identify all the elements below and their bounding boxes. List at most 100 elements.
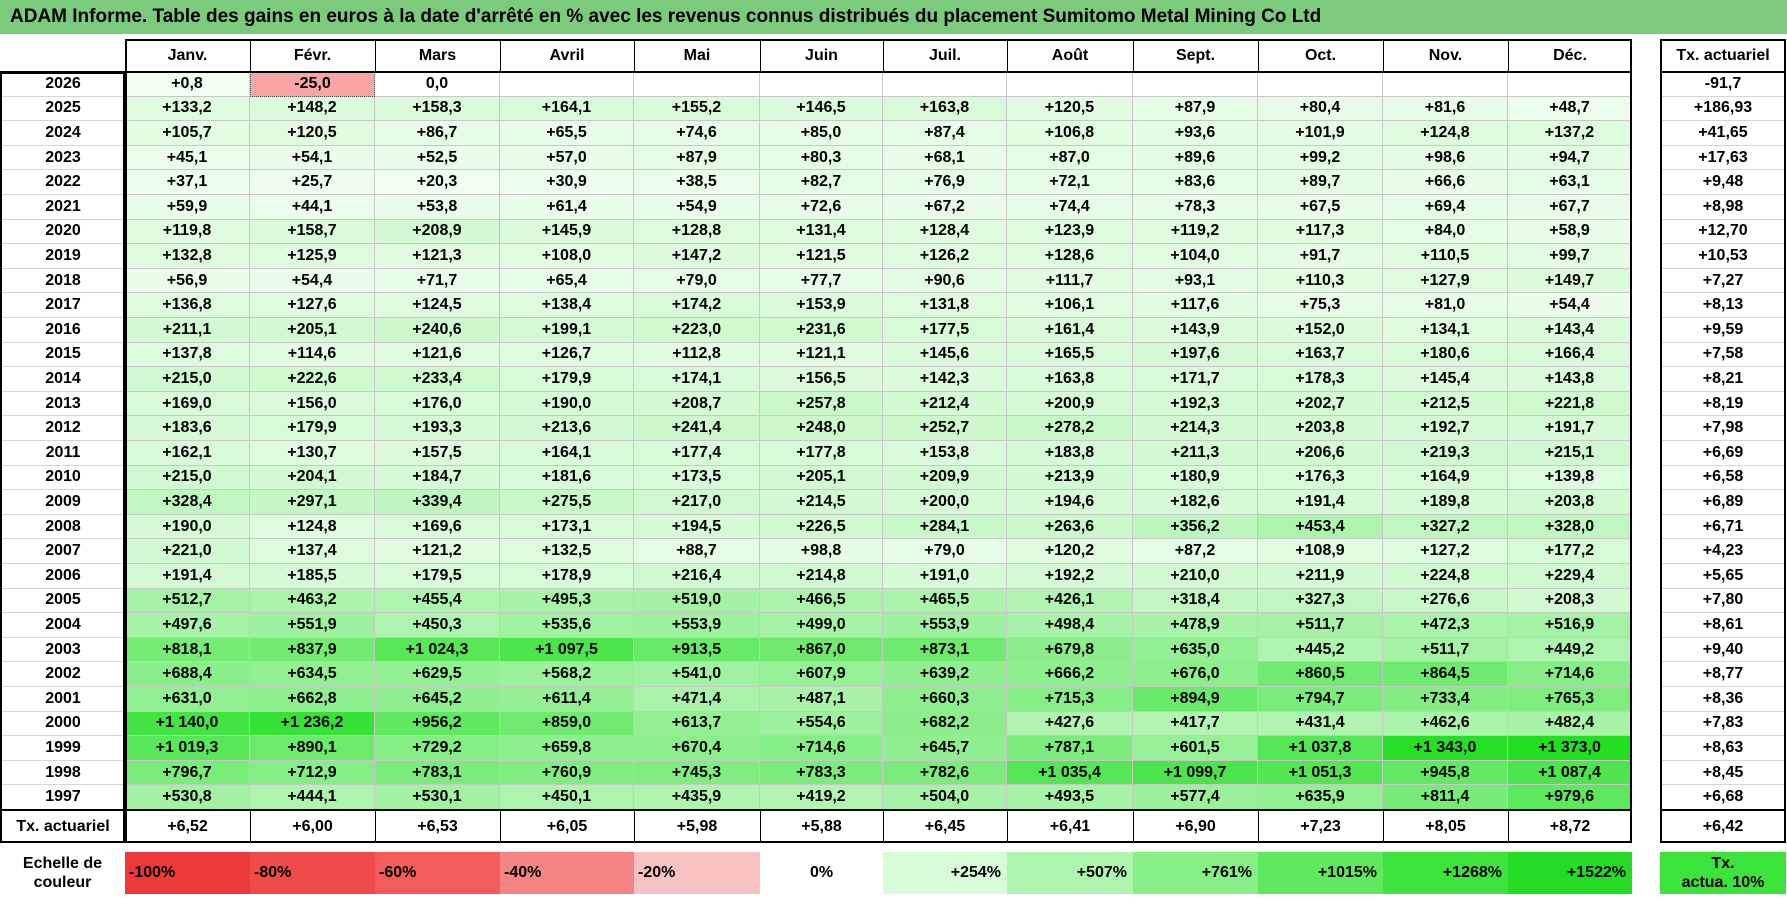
table-cell: +511,7	[1258, 613, 1383, 638]
color-scale-swatch: +507%	[1007, 852, 1133, 894]
table-cell: +104,0	[1133, 244, 1258, 269]
table-cell: +1 051,3	[1258, 760, 1383, 786]
table-cell: +38,5	[634, 170, 760, 195]
table-cell: +108,9	[1258, 539, 1383, 564]
table-cell: +471,4	[634, 687, 760, 712]
table-cell: +166,4	[1508, 342, 1632, 368]
table-cell: +202,7	[1258, 391, 1383, 417]
table-cell: +223,0	[634, 318, 760, 343]
year-label: 2005	[1, 589, 125, 614]
table-cell: +184,7	[375, 465, 500, 491]
year-label: 2006	[1, 564, 125, 589]
table-cell: +61,4	[500, 195, 634, 220]
table-cell: +553,9	[883, 613, 1007, 638]
table-cell	[1007, 72, 1133, 97]
tx-actuariel-cell: +8,45	[1660, 761, 1786, 786]
table-cell: +787,1	[1007, 736, 1133, 761]
month-header: Juil.	[928, 46, 961, 64]
table-cell: +149,7	[1508, 268, 1632, 294]
table-cell: +497,6	[125, 613, 250, 638]
table-cell: +213,6	[500, 416, 634, 441]
table-cell	[1133, 72, 1258, 97]
table-cell: +945,8	[1383, 760, 1508, 786]
table-cell: +356,2	[1133, 514, 1258, 540]
tx-actua-swatch: Tx. actua. 10%	[1660, 852, 1786, 894]
table-cell: +76,9	[883, 170, 1007, 195]
table-cell: +146,5	[760, 96, 883, 122]
table-cell: +110,5	[1383, 244, 1508, 269]
year-label: 2001	[1, 687, 125, 712]
footer-tx-cell: +6,45	[924, 817, 966, 835]
table-cell: +553,9	[634, 613, 760, 638]
table-cell: +179,9	[500, 367, 634, 392]
tx-actuariel-cell: +9,40	[1660, 638, 1786, 663]
table-cell: +417,7	[1133, 711, 1258, 737]
year-label: 2015	[1, 343, 125, 368]
year-label: 1997	[1, 785, 125, 810]
color-scale-swatch: +1522%	[1508, 852, 1632, 894]
table-cell: +75,3	[1258, 293, 1383, 318]
table-cell: +54,1	[250, 145, 375, 171]
table-cell: +215,0	[125, 367, 250, 392]
table-cell: +131,8	[883, 293, 1007, 318]
table-cell: +1 343,0	[1383, 736, 1508, 761]
table-cell: +466,5	[760, 588, 883, 614]
table-cell: +127,2	[1383, 539, 1508, 564]
table-cell: +80,4	[1258, 96, 1383, 122]
table-cell: +68,1	[883, 145, 1007, 171]
table-cell: +85,0	[760, 121, 883, 146]
color-scale-swatch: -60%	[375, 852, 500, 894]
table-cell: 0,0	[375, 72, 500, 97]
table-cell: +180,9	[1133, 465, 1258, 491]
year-label: 2019	[1, 244, 125, 269]
table-cell: +1 373,0	[1508, 736, 1632, 761]
table-cell: +139,8	[1508, 465, 1632, 491]
table-cell: +208,3	[1508, 588, 1632, 614]
table-cell: +87,4	[883, 121, 1007, 146]
table-cell: +164,1	[500, 96, 634, 122]
table-cell: +106,8	[1007, 121, 1133, 146]
table-cell: +193,3	[375, 416, 500, 441]
table-cell: +194,6	[1007, 490, 1133, 515]
table-cell: +179,5	[375, 564, 500, 589]
table-cell: +137,2	[1508, 121, 1632, 146]
color-scale-swatch: -80%	[250, 852, 375, 894]
tx-actuariel-cell: +8,13	[1660, 293, 1786, 318]
table-cell: +192,2	[1007, 564, 1133, 589]
table-cell: +177,2	[1508, 539, 1632, 564]
table-cell: +119,8	[125, 219, 250, 245]
month-header: Avril	[549, 46, 585, 64]
table-cell: +179,9	[250, 416, 375, 441]
color-scale-label-line2: couleur	[33, 874, 92, 891]
table-cell: +796,7	[125, 760, 250, 786]
year-label: 2004	[1, 613, 125, 638]
table-cell: +189,8	[1383, 490, 1508, 515]
table-cell: +601,5	[1133, 736, 1258, 761]
table-cell: +240,6	[375, 318, 500, 343]
table-cell: +89,6	[1133, 145, 1258, 171]
table-cell: +66,6	[1383, 170, 1508, 195]
tx-actuariel-cell: +6,68	[1660, 785, 1786, 810]
tx-actuariel-cell: +6,69	[1660, 441, 1786, 466]
table-cell: +143,9	[1133, 318, 1258, 343]
table-cell: +143,8	[1508, 367, 1632, 392]
table-cell: +318,4	[1133, 588, 1258, 614]
table-cell: +221,0	[125, 539, 250, 564]
table-cell	[634, 72, 760, 97]
table-cell: +25,7	[250, 170, 375, 195]
table-cell: +229,4	[1508, 564, 1632, 589]
table-cell: +94,7	[1508, 145, 1632, 171]
table-cell: +183,8	[1007, 441, 1133, 466]
month-header: Févr.	[293, 46, 332, 64]
table-cell: +913,5	[634, 637, 760, 663]
table-cell: +169,6	[375, 514, 500, 540]
table-cell: +0,8	[125, 72, 250, 97]
table-cell: +645,2	[375, 687, 500, 712]
table-cell: +174,1	[634, 367, 760, 392]
year-label: 2008	[1, 515, 125, 540]
table-cell: +645,7	[883, 736, 1007, 761]
table-cell: +890,1	[250, 736, 375, 761]
table-cell: +119,2	[1133, 219, 1258, 245]
table-cell: +87,9	[634, 145, 760, 171]
table-cell: +127,6	[250, 293, 375, 318]
